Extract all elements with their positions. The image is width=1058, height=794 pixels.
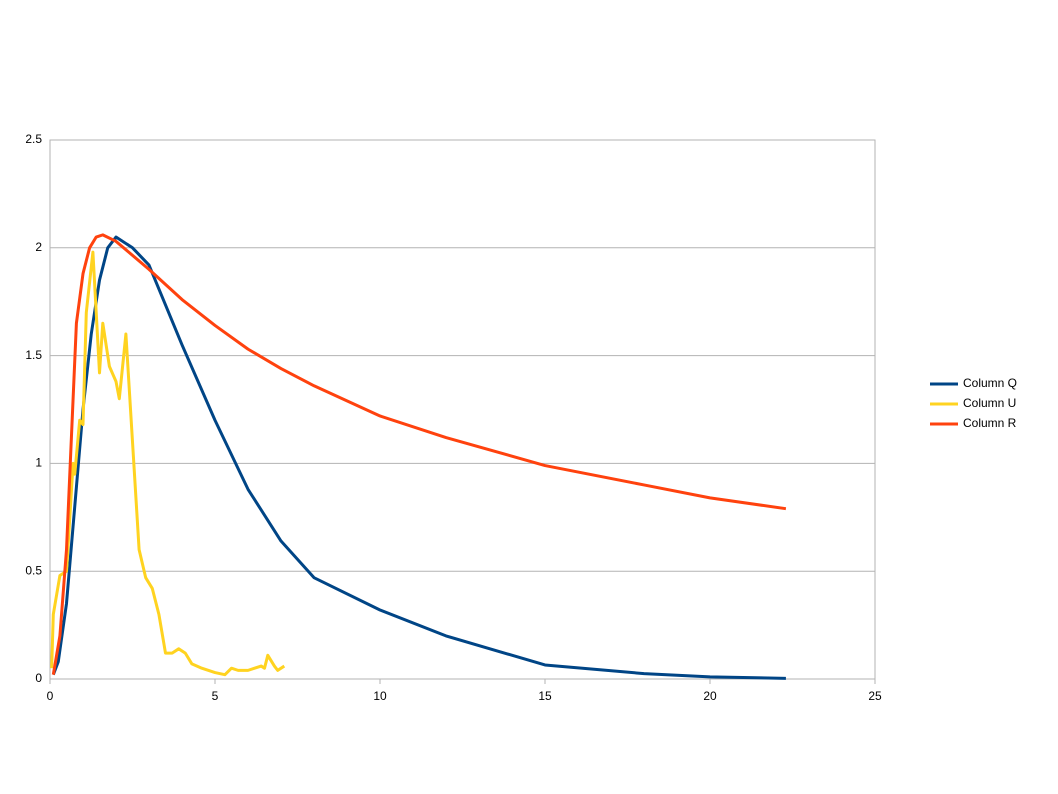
series-line (50, 250, 286, 677)
y-tick-label: 1.5 (25, 348, 42, 362)
y-tick-label: 0.5 (25, 563, 42, 577)
y-tick-label: 1 (35, 456, 42, 470)
x-tick-label: 10 (373, 689, 387, 703)
x-tick-label: 15 (538, 689, 552, 703)
x-tick-label: 20 (703, 689, 717, 703)
legend-label: Column U (963, 396, 1016, 410)
x-tick-label: 0 (47, 689, 54, 703)
plot-area (49, 139, 876, 680)
x-tick-label: 5 (212, 689, 219, 703)
y-tick-label: 2 (35, 240, 42, 254)
series-line (51, 233, 787, 675)
x-tick-label: 25 (868, 689, 882, 703)
y-tick-label: 0 (35, 671, 42, 685)
legend-label: Column R (963, 416, 1017, 430)
series-line (51, 235, 786, 680)
legend-label: Column Q (963, 376, 1017, 390)
y-tick-label: 2.5 (25, 132, 42, 146)
